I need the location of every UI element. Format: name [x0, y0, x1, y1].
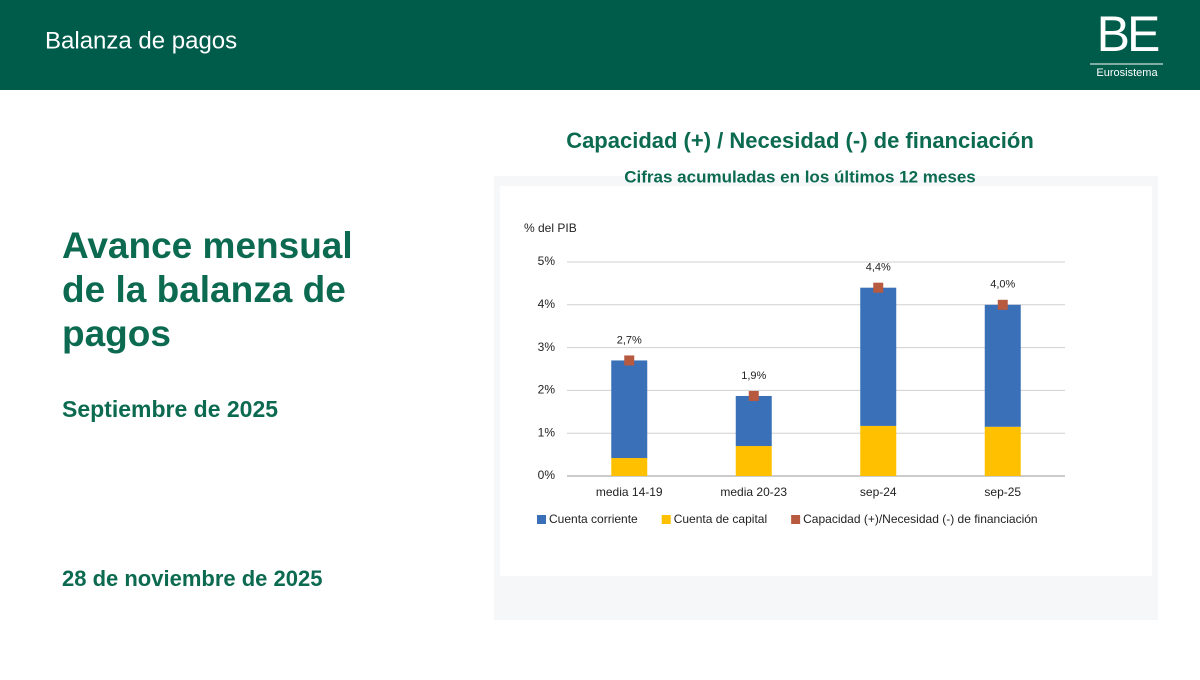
data-label: 2,7% [617, 334, 642, 346]
x-tick-label: sep-25 [984, 485, 1021, 499]
data-label: 4,0% [990, 279, 1015, 291]
y-tick-label: 3% [538, 340, 556, 354]
chart-title: Capacidad (+) / Necesidad (-) de financi… [566, 128, 1034, 153]
bar-segment [860, 425, 897, 476]
bar-segment [735, 446, 772, 476]
legend-label: Cuenta corriente [549, 512, 638, 526]
y-tick-label: 1% [538, 425, 556, 439]
y-tick-label: 2% [538, 383, 556, 397]
x-tick-label: media 20-23 [720, 485, 787, 499]
bar-segment [984, 426, 1021, 476]
data-label: 1,9% [741, 370, 766, 382]
legend-swatch [661, 515, 671, 524]
data-label: 4,4% [866, 262, 891, 274]
y-tick-label: 0% [538, 468, 556, 482]
marker [997, 299, 1008, 310]
bar-segment [611, 458, 648, 476]
x-tick-label: media 14-19 [596, 485, 663, 499]
bar-segment [611, 360, 648, 459]
chart-subtitle: Cifras acumuladas en los últimos 12 mese… [624, 167, 975, 186]
bar-segment [860, 287, 897, 426]
marker [624, 355, 635, 366]
chart-area [500, 186, 1152, 576]
slide-subtitle: Septiembre de 2025 [62, 396, 278, 422]
bar-segment [735, 395, 772, 447]
slide-title: Avance mensual de la balanza de pagos [62, 225, 353, 354]
header-title: Balanza de pagos [45, 27, 237, 54]
marker [748, 390, 759, 401]
legend-swatch [791, 515, 801, 524]
legend-label: Capacidad (+)/Necesidad (-) de financiac… [803, 512, 1037, 526]
legend-swatch [537, 515, 546, 524]
bar-segment [984, 304, 1021, 427]
y-tick-label: 5% [538, 254, 556, 268]
y-axis-label: % del PIB [524, 221, 577, 235]
logo-sub: Eurosistema [1096, 67, 1158, 79]
slide-date: 28 de noviembre de 2025 [62, 566, 322, 591]
x-tick-label: sep-24 [860, 485, 897, 499]
logo: BE [1097, 6, 1159, 62]
header-band [0, 0, 1200, 90]
legend-label: Cuenta de capital [674, 512, 767, 526]
y-tick-label: 4% [538, 297, 556, 311]
marker [873, 282, 884, 293]
